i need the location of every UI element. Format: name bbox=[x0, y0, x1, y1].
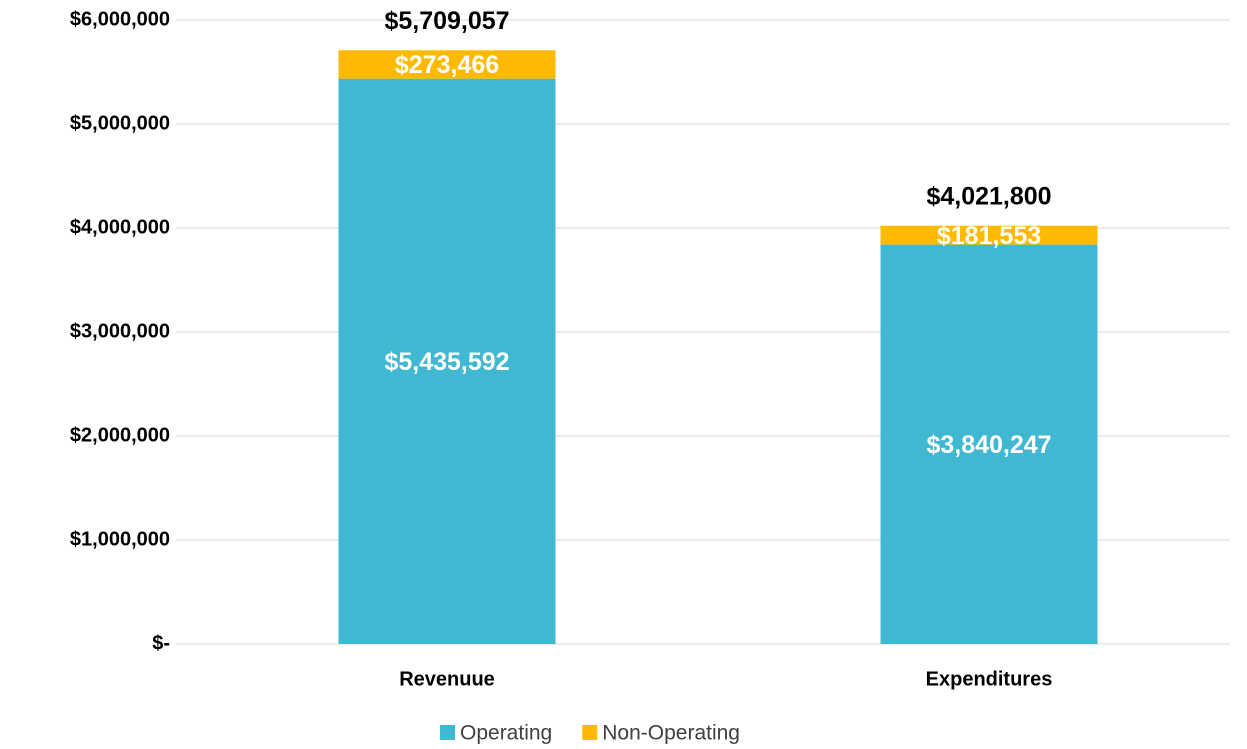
y-tick-label: $2,000,000 bbox=[70, 424, 170, 446]
y-tick-label: $1,000,000 bbox=[70, 528, 170, 550]
bar-segment bbox=[880, 244, 1098, 644]
x-tick-label: Revenuue bbox=[399, 668, 495, 690]
data-label: $3,840,247 bbox=[926, 431, 1051, 459]
y-tick-label: $3,000,000 bbox=[70, 320, 170, 342]
legend-label: Operating bbox=[460, 722, 552, 745]
data-label: $5,435,592 bbox=[384, 348, 509, 376]
bar-segment bbox=[880, 225, 1098, 245]
y-tick-label: $4,000,000 bbox=[70, 216, 170, 238]
bar-segment bbox=[338, 78, 556, 645]
x-tick-label: Expenditures bbox=[926, 668, 1053, 690]
y-tick-label: $6,000,000 bbox=[70, 8, 170, 30]
y-tick-label: $5,000,000 bbox=[70, 112, 170, 134]
total-label: $4,021,800 bbox=[926, 182, 1051, 210]
total-label: $5,709,057 bbox=[384, 7, 509, 35]
data-label: $181,553 bbox=[937, 222, 1041, 250]
y-tick-label: $- bbox=[152, 632, 170, 654]
data-label: $273,466 bbox=[395, 51, 499, 79]
bar-segment bbox=[338, 50, 556, 79]
legend-swatch bbox=[582, 725, 598, 740]
legend-swatch bbox=[440, 725, 455, 740]
legend-label: Non-Operating bbox=[602, 722, 740, 745]
